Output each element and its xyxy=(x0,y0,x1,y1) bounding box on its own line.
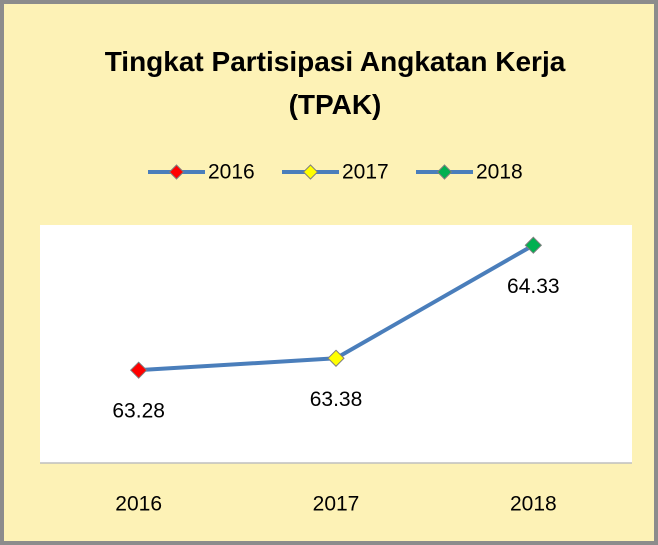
data-label: 63.38 xyxy=(310,388,363,411)
legend-label: 2017 xyxy=(342,161,389,184)
x-tick-label: 2017 xyxy=(313,493,360,516)
data-label: 63.28 xyxy=(112,400,165,423)
chart-title: Tingkat Partisipasi Angkatan Kerja (TPAK… xyxy=(104,46,566,120)
legend-marker xyxy=(168,164,185,180)
data-point xyxy=(524,236,543,254)
plot-area xyxy=(40,225,632,463)
x-tick-label: 2018 xyxy=(510,493,557,516)
legend-marker xyxy=(302,164,319,180)
legend-marker xyxy=(436,164,453,180)
x-tick-label: 2016 xyxy=(115,493,162,516)
legend-label: 2018 xyxy=(476,161,523,184)
data-point xyxy=(129,361,148,379)
data-label: 64.33 xyxy=(507,275,560,298)
legend-label: 2016 xyxy=(208,161,255,184)
data-point xyxy=(327,349,345,367)
